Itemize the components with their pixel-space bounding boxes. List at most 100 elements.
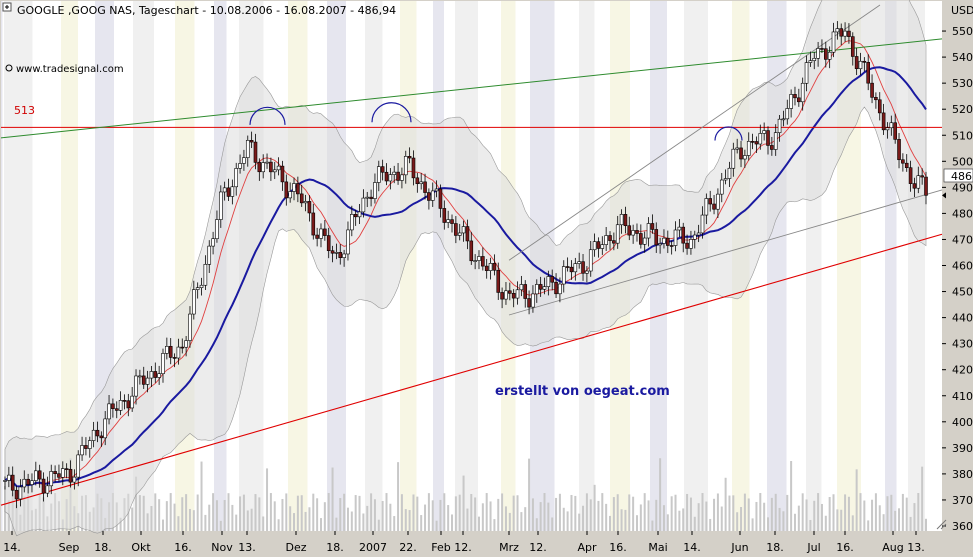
volume-bar	[851, 515, 854, 531]
volume-bar	[381, 501, 384, 531]
volume-bar	[709, 518, 712, 531]
candle-body	[912, 183, 917, 189]
y-tick-label: 420	[952, 364, 973, 377]
candle-body	[238, 163, 242, 169]
candle-body	[827, 51, 832, 60]
candle-body	[353, 214, 358, 218]
volume-bar	[574, 495, 577, 531]
volume-bar	[797, 505, 800, 531]
volume-bar	[524, 507, 527, 531]
x-tick-label: 16.	[609, 541, 627, 554]
volume-bar	[674, 494, 677, 531]
volume-bar	[181, 497, 184, 531]
candle-body	[450, 219, 454, 224]
candle-body	[473, 260, 477, 262]
volume-bar	[501, 493, 504, 531]
candle-body	[361, 197, 366, 213]
candle-body	[392, 171, 397, 175]
volume-bar	[219, 520, 222, 531]
candle-body	[615, 224, 620, 244]
volume-bar	[254, 494, 257, 531]
candle-body	[789, 94, 793, 109]
candle-body	[804, 62, 809, 84]
candle-body	[457, 232, 462, 236]
volume-bar	[477, 516, 480, 531]
candle-body	[64, 468, 69, 470]
candle-body	[242, 157, 246, 164]
volume-bar	[605, 503, 608, 531]
candle-body	[650, 223, 655, 230]
candle-body	[592, 241, 597, 251]
candle-body	[184, 340, 188, 348]
volume-bar	[878, 505, 881, 531]
candle-body	[334, 252, 339, 254]
volume-bar	[451, 514, 454, 531]
volume-bar	[616, 494, 619, 531]
volume-bar	[150, 506, 153, 531]
resize-grip-icon[interactable]	[936, 519, 947, 530]
volume-bar	[755, 501, 758, 531]
volume-bar	[312, 493, 315, 531]
volume-bar	[809, 519, 812, 531]
candle-body	[299, 193, 304, 204]
candle-body	[565, 266, 570, 268]
volume-bar	[582, 505, 585, 531]
volume-bar	[427, 493, 430, 531]
candle-body	[84, 445, 88, 449]
volume-bar	[235, 514, 238, 531]
volume-bar	[454, 496, 457, 531]
volume-bar	[185, 494, 188, 531]
candle-body	[165, 345, 169, 354]
candle-body	[534, 284, 539, 295]
candle-body	[26, 478, 30, 485]
candle-body	[635, 230, 639, 234]
volume-bar	[250, 508, 253, 531]
candle-body	[407, 156, 412, 159]
candle-body	[199, 284, 204, 288]
volume-bar	[366, 505, 369, 531]
candle-body	[504, 290, 508, 300]
y-tick-label: 430	[952, 338, 973, 351]
candle-body	[434, 188, 439, 192]
volume-bar	[759, 493, 762, 531]
volume-bar	[570, 494, 573, 531]
y-tick-label: 400	[952, 416, 973, 429]
volume-bar	[894, 510, 897, 531]
candle-body	[338, 252, 343, 258]
candle-body	[465, 226, 470, 242]
volume-bar	[489, 501, 492, 531]
candle-body	[376, 166, 381, 183]
candle-body	[785, 108, 790, 120]
candle-body	[350, 214, 354, 231]
candle-body	[107, 403, 111, 420]
volume-bar	[323, 502, 326, 531]
volume-bar	[555, 497, 558, 531]
volume-bar	[820, 503, 823, 531]
volume-bar	[551, 517, 554, 531]
candle-body	[488, 263, 493, 271]
candle-body	[111, 403, 115, 410]
candle-body	[161, 353, 165, 374]
candlesticks	[3, 21, 928, 509]
candle-body	[858, 60, 863, 70]
volume-bar	[308, 507, 311, 531]
x-tick-label: 12.	[454, 541, 472, 554]
candle-body	[585, 270, 589, 274]
candle-body	[57, 473, 61, 478]
volume-bar	[859, 493, 862, 531]
volume-bar	[362, 513, 365, 531]
x-tick-label: Aug	[882, 541, 903, 554]
candle-body	[731, 148, 736, 169]
volume-bar	[289, 506, 292, 531]
source-label: www.tradesignal.com	[16, 64, 124, 75]
volume-bar	[458, 494, 461, 531]
volume-bar	[882, 514, 885, 531]
candle-body	[781, 118, 786, 121]
volume-bar	[327, 493, 330, 531]
x-tick-label: 14.	[683, 541, 701, 554]
candle-body	[61, 468, 65, 478]
y-tick-label: 550	[952, 25, 973, 38]
volume-bar	[531, 498, 534, 531]
volume-bar	[813, 500, 816, 531]
volume-bar	[485, 493, 488, 531]
